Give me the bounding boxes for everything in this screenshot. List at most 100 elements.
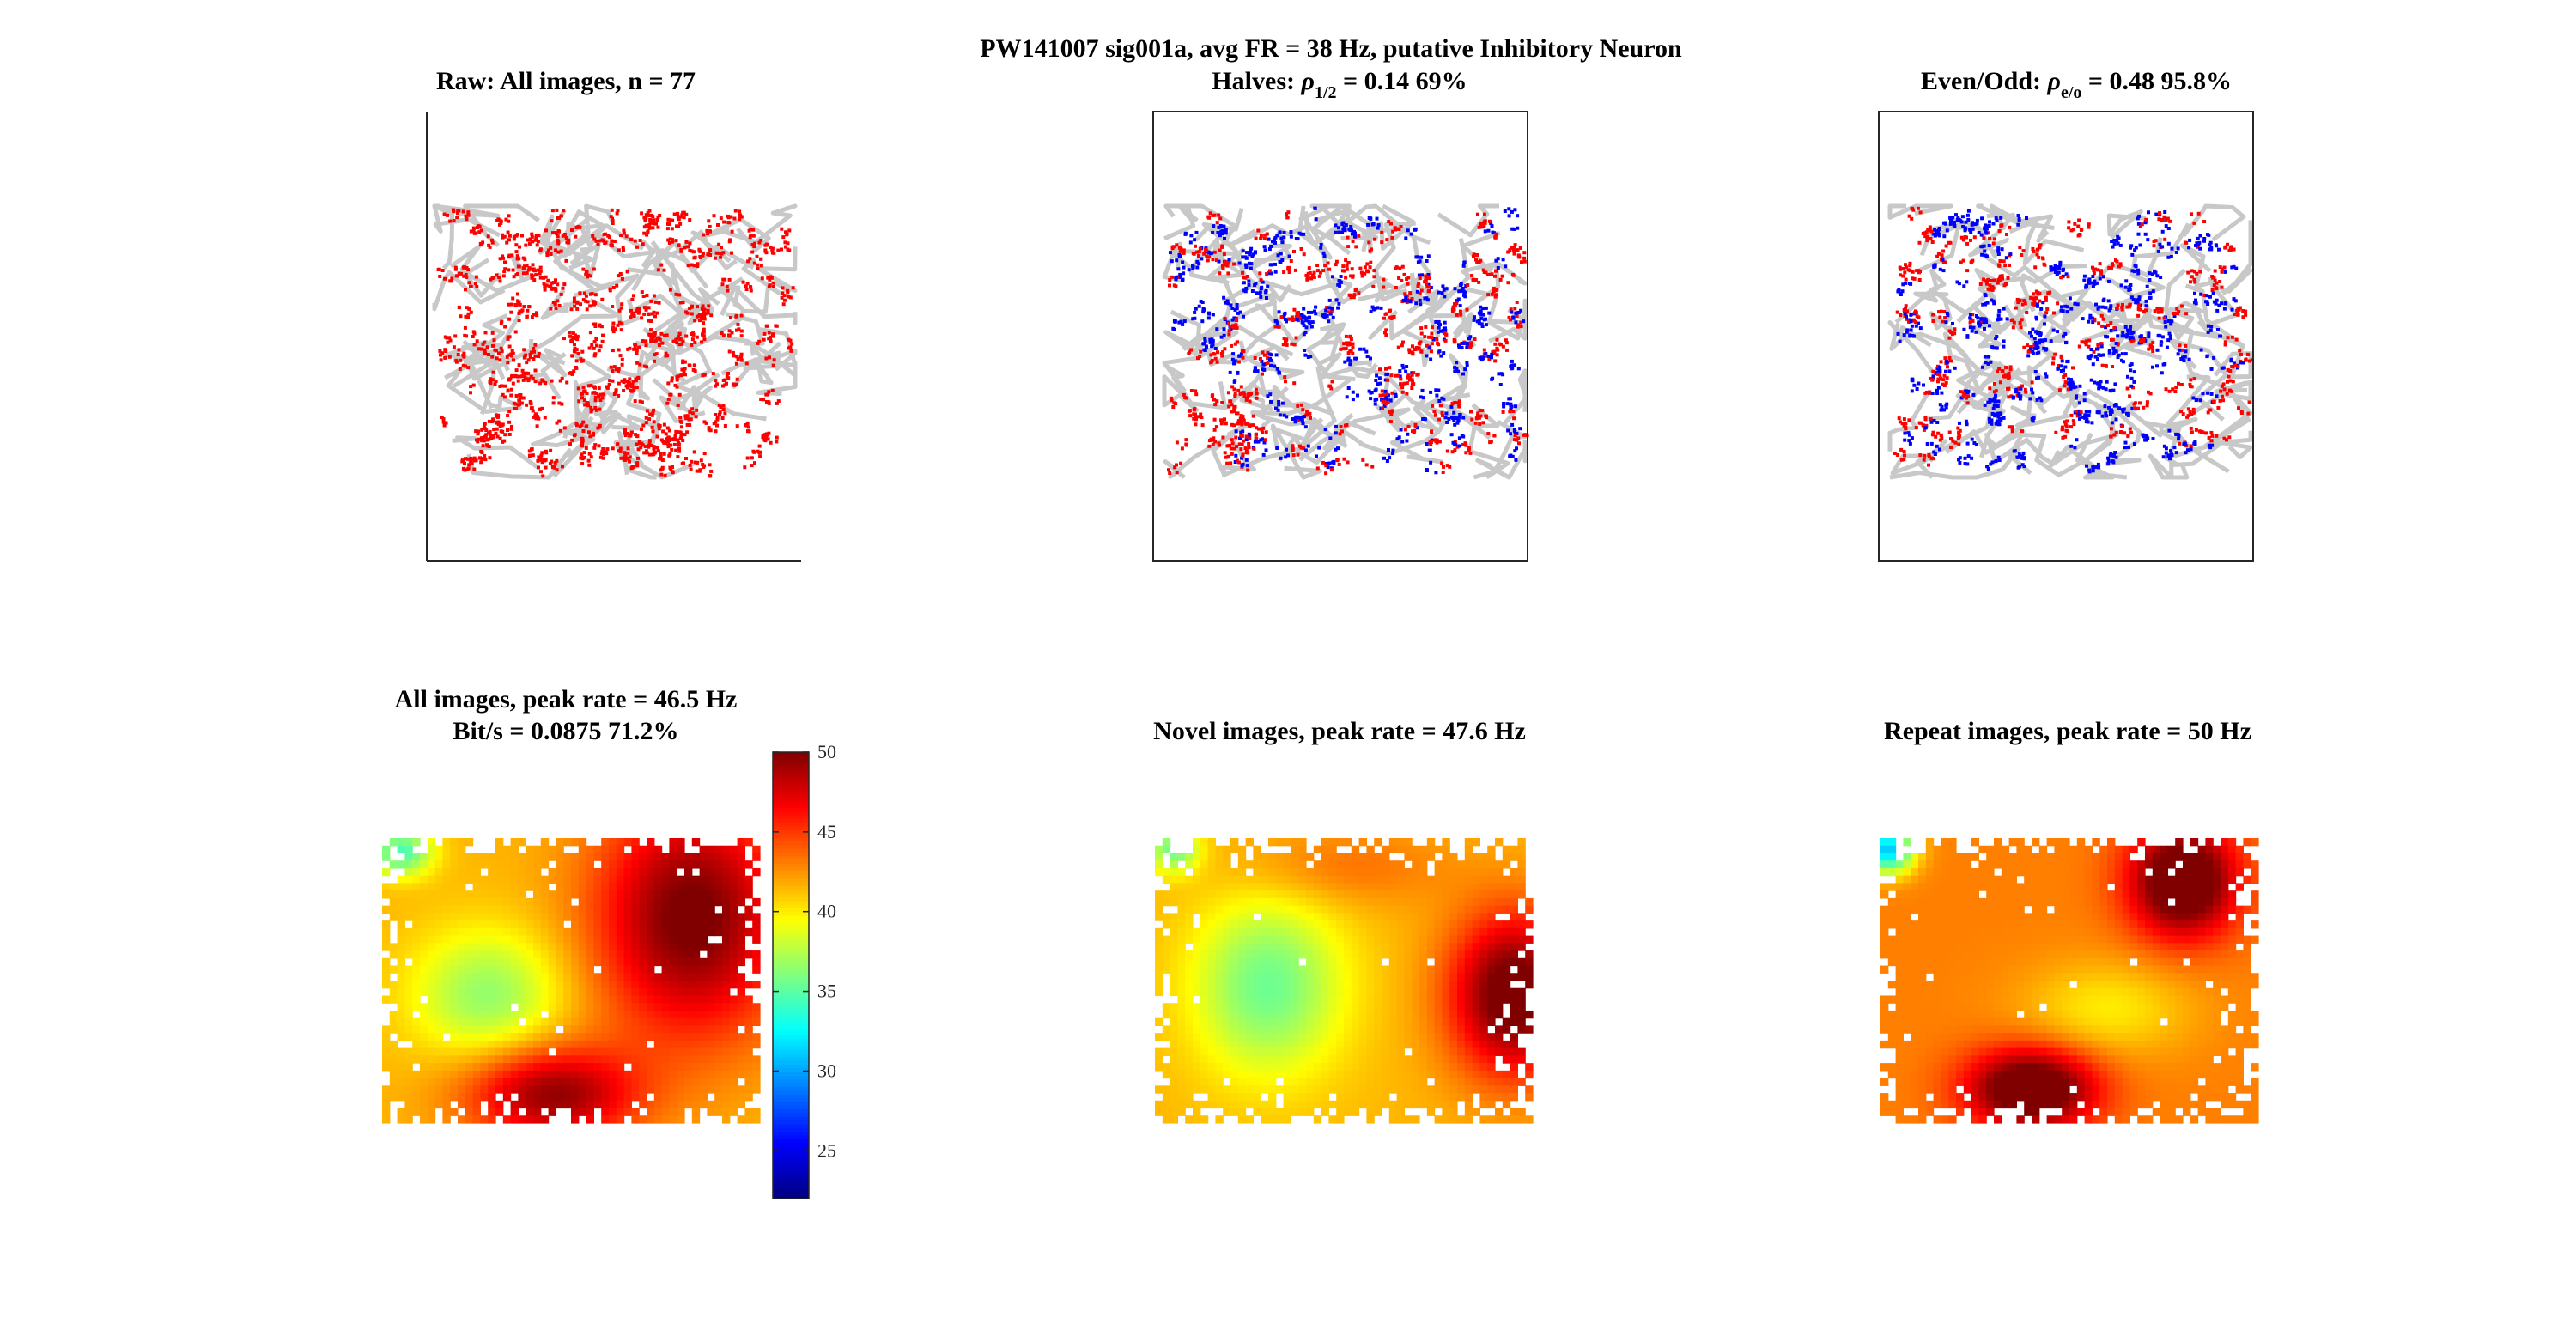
spike-point	[1520, 260, 1523, 264]
spike-point	[1348, 349, 1352, 354]
spike-point	[1513, 434, 1517, 437]
spike-point	[1309, 325, 1314, 329]
spike-point	[2223, 270, 2227, 274]
spike-point	[1407, 378, 1412, 382]
spike-point	[1274, 319, 1278, 324]
spike-point	[2069, 444, 2074, 448]
spike-point	[472, 331, 477, 336]
spike-point	[720, 246, 723, 250]
spike-point	[471, 229, 476, 234]
spike-point	[2038, 299, 2042, 303]
raw-panel-title: Raw: All images, n = 77	[436, 67, 696, 95]
spike-point	[1224, 228, 1228, 232]
spike-point	[1391, 448, 1395, 452]
spike-point	[1196, 356, 1200, 361]
spike-point	[680, 342, 684, 346]
spike-point	[1912, 334, 1916, 338]
spike-point	[1929, 237, 1933, 241]
spike-point	[1370, 305, 1375, 309]
spike-point	[660, 458, 665, 462]
spike-point	[1484, 323, 1488, 327]
spike-point	[475, 339, 479, 343]
spike-point	[1344, 258, 1348, 263]
spike-point	[1408, 291, 1413, 295]
spike-point	[1327, 384, 1332, 388]
spike-point	[530, 232, 534, 236]
spike-point	[452, 345, 456, 349]
spike-point	[775, 440, 779, 444]
spike-point	[611, 446, 615, 451]
spike-point	[1285, 216, 1290, 220]
spike-point	[1436, 342, 1440, 345]
spike-point	[1206, 316, 1211, 320]
spike-point	[1992, 278, 1996, 282]
heatmap-cell	[495, 845, 504, 854]
spike-point	[706, 311, 710, 315]
spike-point	[437, 267, 441, 271]
spike-point	[714, 413, 718, 416]
spike-point	[507, 234, 512, 238]
eye-trace	[1163, 203, 1199, 241]
spike-point	[2115, 307, 2119, 310]
spike-point	[1223, 451, 1227, 455]
spike-point	[1400, 390, 1405, 394]
spike-point	[683, 433, 687, 437]
spike-point	[2209, 439, 2214, 443]
spike-point	[538, 456, 542, 460]
spike-point	[461, 209, 465, 214]
spike-point	[1990, 298, 1994, 302]
spike-point	[762, 331, 767, 336]
spike-point	[1922, 383, 1925, 387]
heatmap-cell	[442, 853, 451, 861]
spike-point	[753, 241, 757, 246]
spike-point	[503, 325, 507, 329]
spike-point	[2051, 356, 2056, 361]
spike-point	[656, 449, 660, 453]
spike-point	[550, 459, 554, 464]
spike-point	[1227, 332, 1231, 337]
spike-point	[2202, 237, 2207, 240]
spike-point	[642, 231, 647, 235]
spike-point	[533, 354, 538, 358]
spike-point	[1262, 245, 1267, 249]
spike-point	[1303, 349, 1307, 352]
spike-point	[650, 425, 654, 429]
spike-point	[1170, 275, 1175, 279]
spike-point	[575, 300, 580, 304]
spike-point	[490, 355, 495, 359]
spike-point	[554, 288, 558, 293]
spike-point	[1984, 279, 1988, 283]
spike-point	[739, 313, 744, 318]
spike-point	[2037, 375, 2040, 380]
halves-axes	[1152, 111, 1529, 562]
spike-point	[1983, 249, 1987, 253]
spike-point	[2069, 378, 2074, 382]
spike-point	[1233, 359, 1237, 363]
spike-point	[592, 346, 596, 350]
spike-point	[466, 268, 471, 272]
spike-point	[1940, 436, 1944, 440]
spike-point	[1254, 282, 1258, 286]
heatmap-cell	[382, 853, 391, 861]
spike-point	[629, 315, 633, 319]
spike-point	[1180, 446, 1184, 451]
spike-point	[1241, 249, 1245, 253]
spike-point	[2161, 362, 2166, 367]
spike-point	[1461, 341, 1465, 345]
spike-point	[1247, 392, 1251, 397]
spike-point	[1493, 235, 1498, 240]
eye-trace	[740, 257, 782, 314]
spike-point	[464, 457, 468, 461]
spike-point	[2151, 365, 2154, 369]
spike-point	[781, 291, 785, 295]
spike-point	[2211, 291, 2215, 295]
spike-point	[1230, 318, 1235, 322]
spike-point	[672, 212, 677, 216]
spike-point	[2087, 277, 2092, 282]
spike-point	[1441, 284, 1445, 288]
spike-point	[726, 372, 730, 375]
spike-point	[542, 276, 545, 280]
spike-point	[769, 276, 774, 280]
spike-point	[706, 308, 710, 313]
spike-point	[647, 452, 652, 457]
